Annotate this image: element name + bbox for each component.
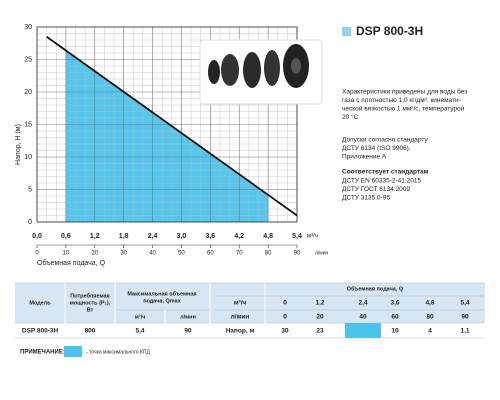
- note-text: - точка максимального КПД: [86, 349, 150, 355]
- info-line: ческой вязкостью 1 мм²/с, температурой: [342, 105, 465, 113]
- highlight-cell: [345, 323, 381, 338]
- header: Максимальная объемная: [127, 290, 196, 297]
- cell: 20: [316, 314, 324, 321]
- x2-tick-label: 10: [63, 251, 70, 257]
- x2-tick-label: 50: [178, 251, 185, 257]
- y-tick-label: 10: [24, 154, 32, 161]
- x2-tick-label: 60: [207, 251, 214, 257]
- info-line: Приложение А: [342, 154, 387, 161]
- info-line: ДСТУ 6134 (ISO 9906),: [342, 145, 411, 152]
- x-tick-label: 4,8: [263, 233, 273, 240]
- y-tick-label: 15: [24, 121, 32, 128]
- cell: 5,4: [135, 328, 144, 335]
- info-line: газа с плотностью 1,0 кг/дм³, кинемати-: [342, 97, 461, 104]
- info-line: ДСТУ 3135.0-95: [342, 195, 390, 202]
- row-label: м³/ч: [234, 300, 247, 307]
- x2-tick-label: 0: [35, 251, 39, 257]
- cell: 4,8: [425, 300, 434, 307]
- header: Модель: [29, 300, 51, 306]
- header: м³/ч: [135, 313, 146, 320]
- info: Характеристики приведены для воды безгаз…: [342, 88, 467, 202]
- cell: 90: [461, 314, 469, 321]
- cell: 800: [85, 328, 96, 335]
- x-tick-label: 2,4: [148, 233, 158, 240]
- cell: 5,4: [460, 300, 469, 307]
- info-line: ДСТУ EN 60335-2-41:2015: [342, 178, 422, 185]
- cell: 40: [359, 314, 367, 321]
- row-label: л/мин: [231, 314, 250, 321]
- cell: 0: [283, 300, 287, 307]
- info-line: ДСТУ ГОСТ 6134:2009: [342, 186, 410, 193]
- x2-tick-label: 30: [120, 251, 127, 257]
- cell: 90: [184, 328, 192, 335]
- x2-tick-label: 80: [265, 251, 272, 257]
- x-tick-label: 4,2: [234, 233, 244, 240]
- x-tick-label: 1,8: [119, 233, 129, 240]
- x2-tick-label: 70: [236, 251, 243, 257]
- header: Потребляемая: [70, 292, 109, 299]
- y-tick-label: 20: [24, 89, 32, 96]
- note-swatch: [64, 346, 82, 357]
- header: подача, Qmax: [143, 298, 182, 304]
- chart: 0 5 10 15 20 25 30 0,0 0,6 1,2 1,8 2,4 3,0 3,6 4,2 4,8 5…: [15, 24, 329, 267]
- header: мощность (P₁),: [70, 300, 111, 306]
- header: Вт: [87, 307, 94, 313]
- note-label: ПРИМЕЧАНИЕ:: [20, 350, 65, 356]
- x-tick-label: 0,0: [32, 233, 42, 240]
- header: л/мин: [180, 314, 196, 320]
- title: DSP 800-3H: [356, 24, 423, 38]
- header: Объемная подача, Q: [347, 285, 404, 292]
- cell: 2,4: [358, 300, 367, 307]
- info-line: Характеристики приведены для воды без: [342, 88, 467, 96]
- cell: 80: [426, 314, 434, 321]
- cell: 10: [391, 328, 399, 335]
- cell: 0: [283, 314, 287, 321]
- x-tick-label: 3,0: [177, 233, 187, 240]
- cell: 1,2: [315, 300, 324, 307]
- x2-tick-label: 90: [294, 251, 301, 257]
- x-axis-label: Объемная подача, Q: [37, 259, 106, 267]
- x-tick-label: 5,4: [292, 233, 302, 240]
- line: [46, 36, 298, 217]
- x2-tick-label: 40: [149, 251, 156, 257]
- cell: 30: [281, 328, 289, 335]
- y-tick-label: 5: [28, 186, 32, 193]
- title-marker: [342, 27, 351, 36]
- row-label: Напор, м: [226, 328, 255, 335]
- y-tick-label: 0: [28, 219, 32, 226]
- x2-tick-label: 20: [91, 251, 98, 257]
- table-header-bg: [15, 283, 485, 323]
- x-unit: м³/ч: [307, 234, 318, 240]
- x-tick-label: 0,6: [61, 233, 71, 240]
- cell: 23: [316, 328, 324, 335]
- standards-title: Соответствует стандартам: [342, 169, 429, 176]
- x2-unit: л/мин: [315, 250, 329, 256]
- cell: 60: [391, 314, 399, 321]
- cell: 4: [428, 328, 432, 335]
- info-line: Допуски согласно стандарту: [342, 137, 428, 144]
- cell: 1,1: [460, 328, 469, 335]
- y-axis-label: Напор, H (м): [15, 124, 22, 165]
- plot-frame: [36, 26, 298, 223]
- cell: DSP 800-3H: [22, 328, 59, 335]
- info-line: 20 °C: [342, 113, 359, 121]
- cell: 3,6: [390, 300, 399, 307]
- y-tick-label: 30: [24, 24, 32, 31]
- x-tick-label: 1,2: [90, 233, 100, 240]
- x-tick-label: 3,6: [205, 233, 215, 240]
- area: [65, 50, 269, 223]
- pump-image: [199, 39, 323, 105]
- y-tick-label: 25: [24, 56, 32, 63]
